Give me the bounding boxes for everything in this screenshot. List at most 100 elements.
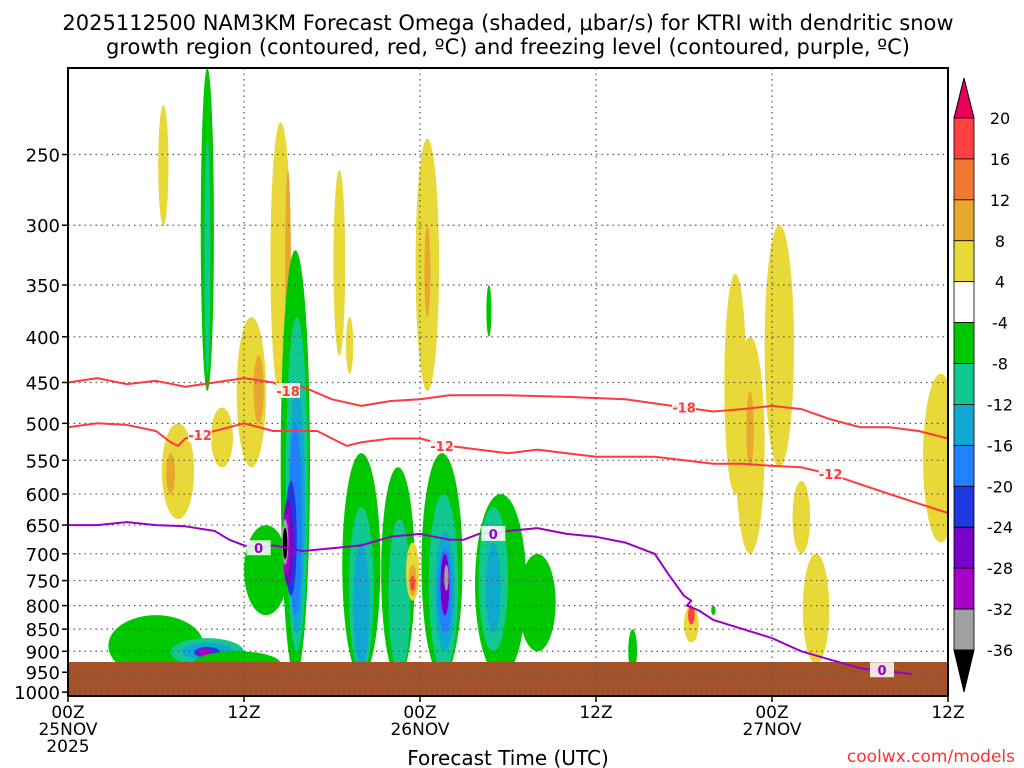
y-tick-label-500: 500 [26, 414, 60, 435]
contour-label-bg-2-1 [481, 525, 506, 541]
x-axis-label: Forecast Time (UTC) [407, 746, 609, 768]
omega-cell-51 [688, 605, 695, 625]
omega-cell-21 [282, 528, 288, 560]
x-tick-label-0-1: 25NOV [38, 720, 97, 740]
contour-label-bg-0-0 [276, 383, 300, 399]
x-tick-label-24-1: 26NOV [390, 720, 449, 740]
colorbar-label-13: -36 [987, 641, 1013, 660]
contour-label-1-1: -12 [430, 440, 454, 455]
colorbar-label-6: -8 [992, 355, 1008, 374]
contour-line-2 [68, 521, 912, 676]
colorbar-label-1: 16 [990, 150, 1010, 169]
colorbar-segment-6 [953, 363, 975, 405]
omega-cell-2 [204, 138, 211, 374]
colorbar-bottom-arrow [953, 649, 975, 693]
colorbar-label-5: -4 [992, 314, 1008, 333]
colorbar-segment-9 [953, 485, 975, 528]
omega-cell-47 [197, 648, 212, 656]
x-tick-label-0-2: 2025 [46, 737, 89, 757]
contour-label-2-1: 0 [489, 528, 498, 543]
y-tick-label-950: 950 [26, 663, 60, 684]
contour-label-bg-1-0 [188, 426, 212, 442]
credit-text: coolwx.com/models [847, 747, 1015, 767]
contour-label-0-1: -18 [672, 402, 696, 417]
omega-cell-5 [211, 407, 233, 468]
colorbar-segment-7 [953, 404, 975, 446]
omega-cell-40 [486, 542, 501, 634]
colorbar-label-4: 4 [995, 273, 1005, 292]
omega-cell-42 [486, 285, 492, 337]
colorbar-segment-12 [953, 608, 975, 651]
colorbar-label-2: 12 [990, 191, 1010, 210]
y-tick-label-900: 900 [26, 642, 60, 663]
omega-cell-52 [711, 605, 716, 616]
colorbar-segment-1 [953, 158, 975, 201]
contour-line-1 [68, 422, 948, 514]
omega-cell-56 [764, 225, 794, 468]
y-tick-label-350: 350 [26, 276, 60, 297]
colorbar-segment-10 [953, 526, 975, 569]
chart-title-line1: 2025112500 NAM3KM Forecast Omega (shaded… [62, 11, 953, 35]
colorbar-label-7: -12 [987, 395, 1013, 414]
colorbar-label-9: -20 [987, 477, 1013, 496]
contour-line-0 [68, 377, 948, 440]
x-tick-label-24-0: 00Z [403, 703, 436, 723]
x-tick-label-0-0: 00Z [51, 703, 84, 723]
y-tick-label-600: 600 [26, 485, 60, 506]
colorbar-label-8: -16 [987, 436, 1013, 455]
x-tick-label-48-1: 27NOV [742, 720, 801, 740]
x-tick-label-36-0: 12Z [579, 703, 612, 723]
colorbar-label-10: -24 [987, 518, 1013, 537]
contour-label-bg-0-1 [672, 399, 696, 415]
omega-cell-11 [345, 316, 354, 374]
omega-cell-4 [166, 453, 176, 495]
contour-label-2-2: 0 [877, 664, 886, 679]
colorbar-segment-2 [953, 199, 975, 242]
x-tick-label-60-0: 12Z [931, 703, 964, 723]
y-tick-label-450: 450 [26, 373, 60, 394]
colorbar-segment-5 [953, 322, 975, 364]
contour-label-2-0: 0 [254, 542, 263, 557]
contour-label-0-0: -18 [276, 385, 300, 400]
x-tick-label-12-0: 12Z [227, 703, 260, 723]
omega-cell-41 [519, 553, 556, 652]
colorbar-segment-4 [953, 281, 975, 324]
omega-cell-28 [424, 225, 431, 317]
omega-cell-7 [253, 355, 264, 424]
colorbar-segment-3 [953, 240, 975, 283]
colorbar-segment-8 [953, 444, 975, 487]
omega-cell-37 [410, 575, 415, 591]
contour-label-1-2: -12 [819, 468, 843, 483]
omega-cell-57 [792, 480, 811, 554]
contour-label-bg-1-2 [818, 466, 843, 482]
y-tick-label-800: 800 [26, 597, 60, 618]
contour-label-bg-2-2 [870, 662, 894, 678]
omega-cell-10 [333, 169, 346, 356]
colorbar-top-arrow [953, 77, 975, 119]
colorbar-segment-11 [953, 567, 975, 610]
x-tick-label-48-0: 00Z [755, 703, 788, 723]
omega-cell-12 [244, 525, 288, 616]
colorbar-label-0: 20 [990, 109, 1010, 128]
chart-title-line2: growth region (contoured, red, ºC) and f… [106, 35, 910, 59]
colorbar-label-12: -32 [987, 600, 1013, 619]
ground-terrain [68, 662, 948, 696]
colorbar-label-11: -28 [987, 559, 1013, 578]
contour-label-bg-2-0 [246, 540, 271, 556]
omega-cell-26 [388, 519, 411, 673]
contour-label-1-0: -12 [188, 429, 212, 444]
omega-cell-24 [353, 542, 370, 669]
y-tick-label-550: 550 [26, 451, 60, 472]
y-tick-label-700: 700 [26, 545, 60, 566]
colorbar-label-3: 8 [995, 232, 1005, 251]
y-tick-label-850: 850 [26, 620, 60, 641]
colorbar-segment-0 [953, 117, 975, 160]
y-tick-label-400: 400 [26, 328, 60, 349]
y-tick-label-300: 300 [26, 216, 60, 237]
contour-label-bg-1-1 [430, 437, 454, 453]
y-tick-label-650: 650 [26, 516, 60, 537]
omega-cell-49 [628, 629, 638, 673]
omega-cell-58 [802, 553, 830, 664]
omega-cell-3 [161, 423, 195, 520]
